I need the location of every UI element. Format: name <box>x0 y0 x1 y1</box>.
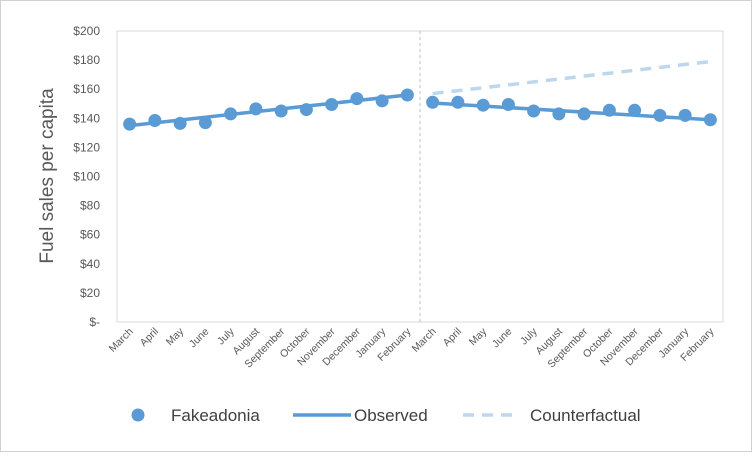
observed-line <box>129 93 408 128</box>
data-point <box>274 104 288 118</box>
axes <box>116 30 724 323</box>
x-tick-label: June <box>187 326 212 351</box>
legend-label-counterfactual: Counterfactual <box>530 406 641 425</box>
y-tick-label: $200 <box>73 24 100 38</box>
y-tick-label: $160 <box>73 82 100 96</box>
x-tick-label: March <box>107 326 136 355</box>
x-tick-label: April <box>138 326 161 349</box>
x-tick-label: April <box>441 326 464 349</box>
data-point <box>653 108 667 122</box>
data-point <box>527 104 541 118</box>
data-point <box>249 102 263 116</box>
y-tick-label: $- <box>89 315 100 329</box>
data-point <box>703 113 717 127</box>
legend: Fakeadonia Observed Counterfactual <box>131 406 641 425</box>
data-point <box>678 108 692 122</box>
data-point <box>148 113 162 127</box>
legend-label-observed: Observed <box>354 406 428 425</box>
x-tick-label: May <box>164 325 187 348</box>
data-point <box>375 94 389 108</box>
legend-label-fakeadonia: Fakeadonia <box>171 406 260 425</box>
x-tick-label: May <box>467 325 490 348</box>
data-point <box>299 103 313 117</box>
series-markers <box>123 88 717 131</box>
observed-line <box>432 101 711 122</box>
x-axis-ticks: March April May June JulyAugustSeptemberOcto… <box>107 325 717 370</box>
y-tick-label: $60 <box>80 228 100 242</box>
data-point <box>577 107 591 121</box>
data-point <box>451 95 465 109</box>
y-axis-ticks: $- $20 $40 $60 $80 $100 $120 $140 $160 $180 $200 <box>73 24 100 329</box>
data-point <box>173 116 187 130</box>
data-point <box>476 98 490 112</box>
data-point <box>426 95 440 109</box>
data-point <box>628 103 642 117</box>
y-tick-label: $20 <box>80 286 100 300</box>
counterfactual-line <box>432 59 711 96</box>
data-point <box>501 97 515 111</box>
data-point <box>198 116 212 130</box>
y-axis-label: Fuel sales per capita <box>37 88 58 264</box>
x-tick-label: June <box>490 326 515 351</box>
y-tick-label: $120 <box>73 140 100 154</box>
x-tick-label: March <box>410 326 439 355</box>
data-point <box>400 88 414 102</box>
y-tick-label: $40 <box>80 257 100 271</box>
y-tick-label: $180 <box>73 53 100 67</box>
data-point <box>552 107 566 121</box>
data-point <box>123 117 137 131</box>
data-point <box>602 103 616 117</box>
data-point <box>224 107 238 121</box>
y-tick-label: $140 <box>73 111 100 125</box>
y-tick-label: $80 <box>80 199 100 213</box>
data-point <box>325 97 339 111</box>
data-point <box>350 92 364 106</box>
legend-marker-fakeadonia <box>131 408 145 422</box>
y-tick-label: $100 <box>73 170 100 184</box>
